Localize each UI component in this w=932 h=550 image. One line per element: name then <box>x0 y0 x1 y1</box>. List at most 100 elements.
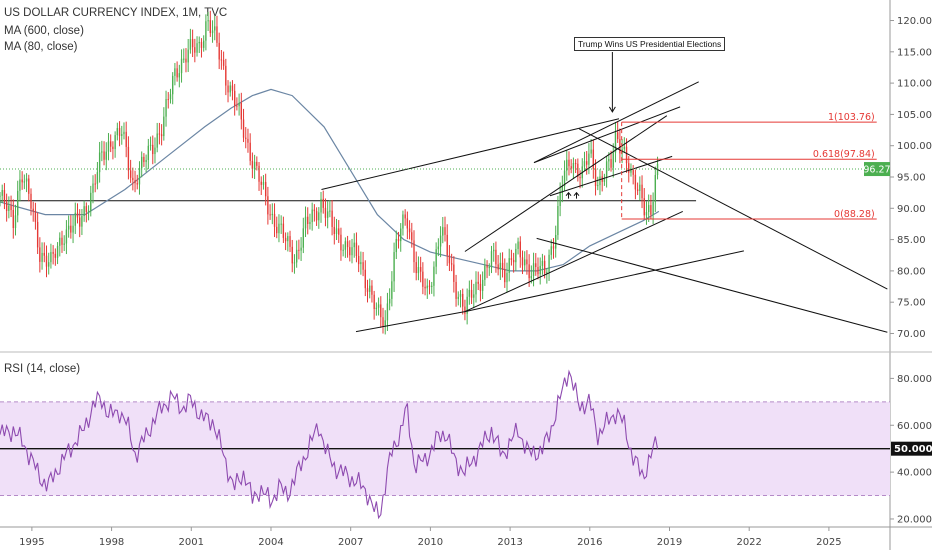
price-tick-label: 110.00 <box>897 79 932 90</box>
candle-body <box>103 151 105 160</box>
candle-body <box>245 137 247 139</box>
candle-body <box>96 172 99 184</box>
candle-body <box>231 85 234 91</box>
candle-body <box>455 281 457 299</box>
candle-body <box>459 293 462 297</box>
candle-body <box>118 128 121 136</box>
candle-body <box>654 175 657 202</box>
candle-body <box>83 206 85 216</box>
legend-ma80-text: MA (80, close) <box>4 41 78 53</box>
candle-body <box>123 131 125 135</box>
candle-body <box>264 181 267 197</box>
candle-body <box>366 288 369 292</box>
candle-body <box>324 207 327 218</box>
legend-ma80: MA (80, close) <box>4 40 78 54</box>
candle-body <box>388 298 391 304</box>
candle-body <box>0 195 1 197</box>
candle-body <box>486 265 488 268</box>
candle-body <box>537 266 539 275</box>
candle-body <box>568 159 570 167</box>
candle-body <box>298 249 300 251</box>
candle-body <box>116 128 119 136</box>
candle-body <box>415 262 417 274</box>
candle-body <box>187 49 189 63</box>
trendline <box>549 155 673 197</box>
candle-body <box>114 135 116 150</box>
candle-body <box>647 205 650 213</box>
candle-body <box>566 159 568 171</box>
candle-body <box>614 132 617 153</box>
candle-body <box>134 180 136 184</box>
trendline <box>533 106 681 164</box>
candle-body <box>608 159 610 162</box>
trendline <box>536 237 888 333</box>
price-tick-label: 115.00 <box>897 47 932 58</box>
candle-body <box>446 234 448 256</box>
candle-body <box>477 281 479 284</box>
candle-body <box>209 20 212 34</box>
candle-body <box>48 262 50 267</box>
candle-body <box>5 201 8 211</box>
candle-body <box>515 248 517 263</box>
candle-body <box>484 265 486 280</box>
candle-body <box>406 218 409 229</box>
candle-body <box>249 142 251 161</box>
candle-body <box>528 264 530 279</box>
candle-body <box>499 262 502 270</box>
candle-body <box>3 190 6 202</box>
candle-body <box>214 26 216 31</box>
candle-body <box>559 193 561 206</box>
candle-body <box>495 249 497 265</box>
candle-body <box>202 40 205 48</box>
candle-body <box>397 238 400 242</box>
candle-body <box>322 198 324 208</box>
rsi-tick-label: 40.0000 <box>897 468 932 479</box>
candle-body <box>552 246 555 249</box>
candle-body <box>577 163 579 178</box>
candle-body <box>105 151 107 160</box>
candle-body <box>645 212 648 216</box>
candle-body <box>267 196 269 215</box>
candle-body <box>23 181 26 183</box>
candle-body <box>87 210 90 212</box>
candle-body <box>360 262 362 265</box>
price-tick-label: 70.00 <box>897 329 926 340</box>
candle-body <box>178 73 181 78</box>
candle-body <box>408 228 411 233</box>
candle-body <box>371 285 373 295</box>
candle-body <box>185 58 187 63</box>
candle-body <box>14 215 17 229</box>
candle-body <box>444 227 446 235</box>
candle-body <box>375 307 378 310</box>
time-tick-label: 2004 <box>258 537 283 548</box>
candle-body <box>138 168 141 185</box>
candle-body <box>45 255 48 267</box>
candle-body <box>326 211 329 218</box>
candle-body <box>216 26 218 43</box>
candle-body <box>411 232 413 241</box>
candle-body <box>76 212 79 218</box>
candle-body <box>526 259 528 265</box>
candle-body <box>313 209 316 212</box>
rsi-tick-label: 60.0000 <box>897 421 932 432</box>
candle-body <box>147 145 150 160</box>
candle-body <box>110 141 112 147</box>
candle-body <box>289 236 291 247</box>
candle-body <box>555 235 557 249</box>
candle-body <box>222 59 225 66</box>
candle-body <box>273 213 276 227</box>
candle-body <box>129 170 132 178</box>
candle-body <box>39 247 41 262</box>
rsi-mid-label: 50.0000 <box>894 444 932 455</box>
candle-body <box>258 165 260 182</box>
candle-body <box>191 39 194 48</box>
candle-body <box>543 260 546 274</box>
trendline <box>533 81 699 164</box>
candle-body <box>236 105 238 107</box>
candle-body <box>632 168 634 175</box>
candle-body <box>132 177 134 181</box>
candle-body <box>400 228 402 242</box>
candle-body <box>650 205 652 215</box>
current-price-tag-bg <box>864 162 890 177</box>
candle-body <box>50 252 52 263</box>
